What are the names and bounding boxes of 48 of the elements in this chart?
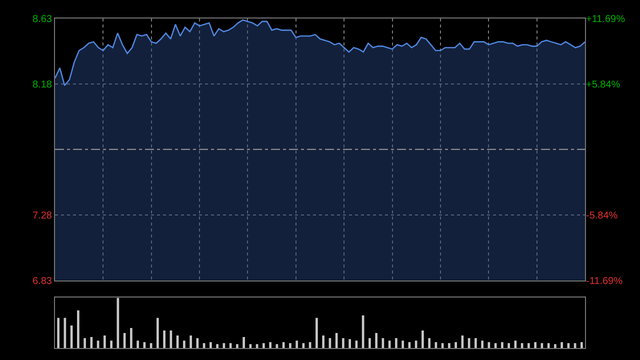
bar [375,333,378,348]
bar [262,343,265,348]
bar [190,336,192,348]
bar [156,318,159,348]
bar [216,344,218,348]
bar [322,336,324,348]
y-tick-label: 7.28 [32,210,52,222]
bar [163,330,166,348]
bar [342,338,344,348]
bar [77,310,80,348]
bar [210,342,212,348]
bar [395,338,398,348]
bar [110,340,112,348]
y-tick-label: 6.83 [32,276,52,287]
bar [183,340,186,348]
y2-tick-label: +5.84% [586,80,620,91]
bar [269,342,272,348]
bar [422,330,424,348]
bar [84,338,86,348]
y2-tick-label: -11.69% [586,276,623,287]
bar [454,342,457,348]
bar [474,338,477,348]
bar [348,339,351,348]
bar [136,340,139,348]
bar [534,342,536,348]
bar [242,337,245,348]
bar [508,343,510,348]
bar [236,344,238,348]
bar [104,336,106,348]
bar [580,342,583,348]
bar [481,340,484,348]
bar [560,342,563,348]
bar [289,343,292,348]
bar [528,343,530,348]
bar [316,318,318,348]
bar [448,343,450,348]
bar [428,338,430,348]
y2-tick-label: -5.84% [586,210,618,222]
bar [368,338,371,348]
bar [501,342,504,348]
bar [130,328,132,348]
bar [402,340,404,348]
bar [296,340,298,348]
bar [554,344,556,348]
y-tick-label: 8.18 [32,79,52,90]
y-tick-label: 8.63 [32,14,52,26]
y2-tick-label: +11.69% [586,14,626,26]
bar [57,318,60,348]
